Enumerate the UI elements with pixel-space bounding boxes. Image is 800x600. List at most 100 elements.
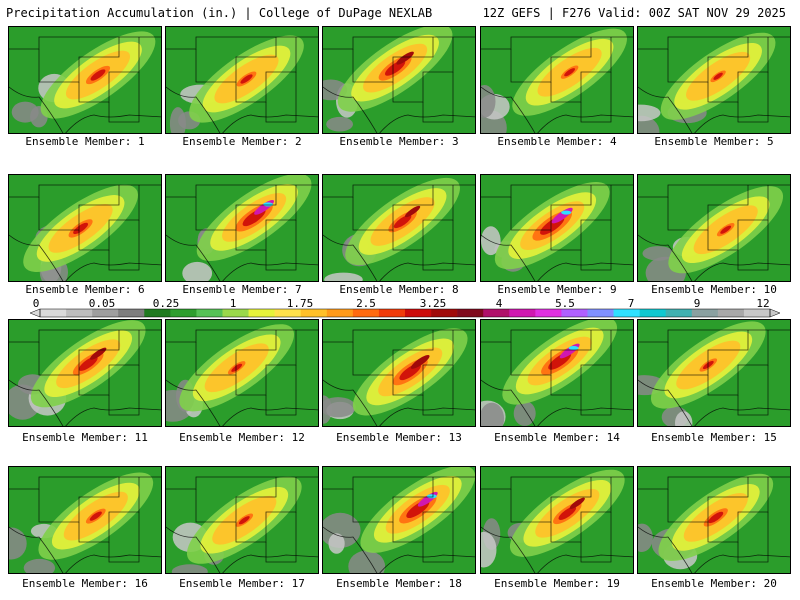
colorbar-tick-label: 2.5 — [356, 297, 376, 310]
colorbar-segment — [405, 309, 432, 317]
ensemble-member-label: Ensemble Member: 4 — [497, 135, 617, 148]
colorbar-segment — [248, 309, 275, 317]
colorbar-segment — [118, 309, 145, 317]
precip-map — [481, 175, 633, 281]
ensemble-member-map — [322, 319, 476, 427]
colorbar-segment — [378, 309, 406, 317]
precip-map — [166, 320, 318, 426]
colorbar-segment — [352, 309, 380, 317]
ensemble-member-label: Ensemble Member: 2 — [182, 135, 302, 148]
colorbar-segment — [639, 309, 667, 317]
ensemble-member-label: Ensemble Member: 16 — [22, 577, 148, 590]
colorbar-segment — [40, 309, 67, 317]
ensemble-member-map — [322, 466, 476, 574]
ensemble-member-label: Ensemble Member: 20 — [651, 577, 777, 590]
ensemble-member-map — [480, 466, 634, 574]
colorbar-tick-label: 7 — [627, 297, 635, 310]
colorbar-segment — [92, 309, 119, 317]
precip-map — [9, 320, 161, 426]
colorbar-segment — [535, 309, 562, 317]
ensemble-member-label: Ensemble Member: 1 — [25, 135, 145, 148]
colorbar-segment — [457, 309, 484, 317]
precip-map — [323, 175, 475, 281]
colorbar-segment — [300, 309, 328, 317]
precip-map — [481, 27, 633, 133]
ensemble-member-label: Ensemble Member: 11 — [22, 431, 148, 444]
ensemble-member-map — [8, 319, 162, 427]
precip-map — [638, 175, 790, 281]
ensemble-member-label: Ensemble Member: 12 — [179, 431, 305, 444]
precip-map — [166, 467, 318, 573]
ensemble-member-label: Ensemble Member: 14 — [494, 431, 620, 444]
colorbar-tick-label: 0.25 — [152, 297, 180, 310]
precip-map — [638, 320, 790, 426]
ensemble-member-map — [165, 174, 319, 282]
ensemble-member-map — [8, 26, 162, 134]
colorbar-tick-label: 0.05 — [88, 297, 116, 310]
ensemble-member-label: Ensemble Member: 5 — [654, 135, 774, 148]
colorbar-max-arrow — [769, 308, 780, 318]
colorbar-segment — [274, 309, 302, 317]
ensemble-member-label: Ensemble Member: 17 — [179, 577, 305, 590]
ensemble-member-label: Ensemble Member: 7 — [182, 283, 302, 296]
precip-map — [9, 27, 161, 133]
colorbar-segment — [483, 309, 510, 317]
colorbar-tick-label: 9 — [693, 297, 701, 310]
precip-map — [9, 467, 161, 573]
ensemble-member-map — [322, 174, 476, 282]
ensemble-member-label: Ensemble Member: 9 — [497, 283, 617, 296]
colorbar-segment — [613, 309, 640, 317]
precip-map — [638, 467, 790, 573]
ensemble-member-map — [8, 174, 162, 282]
colorbar-segment — [222, 309, 249, 317]
ensemble-member-map — [480, 319, 634, 427]
ensemble-member-map — [322, 26, 476, 134]
colorbar-tick-label: 1.75 — [286, 297, 314, 310]
colorbar-segment — [717, 309, 745, 317]
colorbar-segment — [196, 309, 223, 317]
colorbar-segment — [509, 309, 536, 317]
colorbar-outline — [39, 308, 771, 318]
precip-map — [323, 27, 475, 133]
precip-map — [481, 467, 633, 573]
ensemble-member-map — [8, 466, 162, 574]
ensemble-member-map — [637, 174, 791, 282]
colorbar-segment — [587, 309, 614, 317]
colorbar-segment — [665, 309, 693, 317]
ensemble-member-map — [165, 319, 319, 427]
ensemble-member-map — [165, 26, 319, 134]
precip-map — [166, 27, 318, 133]
ensemble-member-label: Ensemble Member: 10 — [651, 283, 777, 296]
precip-map — [638, 27, 790, 133]
colorbar-tick-label: 1 — [229, 297, 237, 310]
colorbar-segment — [431, 309, 458, 317]
colorbar-segment — [144, 309, 171, 317]
colorbar-tick-label: 3.25 — [419, 297, 447, 310]
ensemble-member-map — [637, 319, 791, 427]
colorbar-tick-label: 5.5 — [555, 297, 575, 310]
ensemble-member-label: Ensemble Member: 6 — [25, 283, 145, 296]
ensemble-member-map — [637, 466, 791, 574]
ensemble-member-map — [165, 466, 319, 574]
ensemble-member-map — [480, 174, 634, 282]
colorbar-tick-label: 12 — [756, 297, 770, 310]
colorbar-segment — [326, 309, 354, 317]
page-title: Precipitation Accumulation (in.) | Colle… — [6, 6, 433, 20]
colorbar-segment — [743, 309, 771, 317]
colorbar-tick-label: 0 — [32, 297, 40, 310]
ensemble-member-map — [480, 26, 634, 134]
precip-map — [166, 175, 318, 281]
ensemble-member-label: Ensemble Member: 8 — [339, 283, 459, 296]
colorbar-segment — [691, 309, 719, 317]
colorbar-min-arrow — [30, 308, 41, 318]
ensemble-member-map — [637, 26, 791, 134]
precip-map — [9, 175, 161, 281]
ensemble-member-label: Ensemble Member: 19 — [494, 577, 620, 590]
precip-colorbar — [30, 308, 780, 318]
precip-map — [481, 320, 633, 426]
precip-map — [323, 467, 475, 573]
ensemble-member-label: Ensemble Member: 18 — [336, 577, 462, 590]
ensemble-member-label: Ensemble Member: 3 — [339, 135, 459, 148]
ensemble-member-label: Ensemble Member: 13 — [336, 431, 462, 444]
colorbar-segment — [170, 309, 197, 317]
